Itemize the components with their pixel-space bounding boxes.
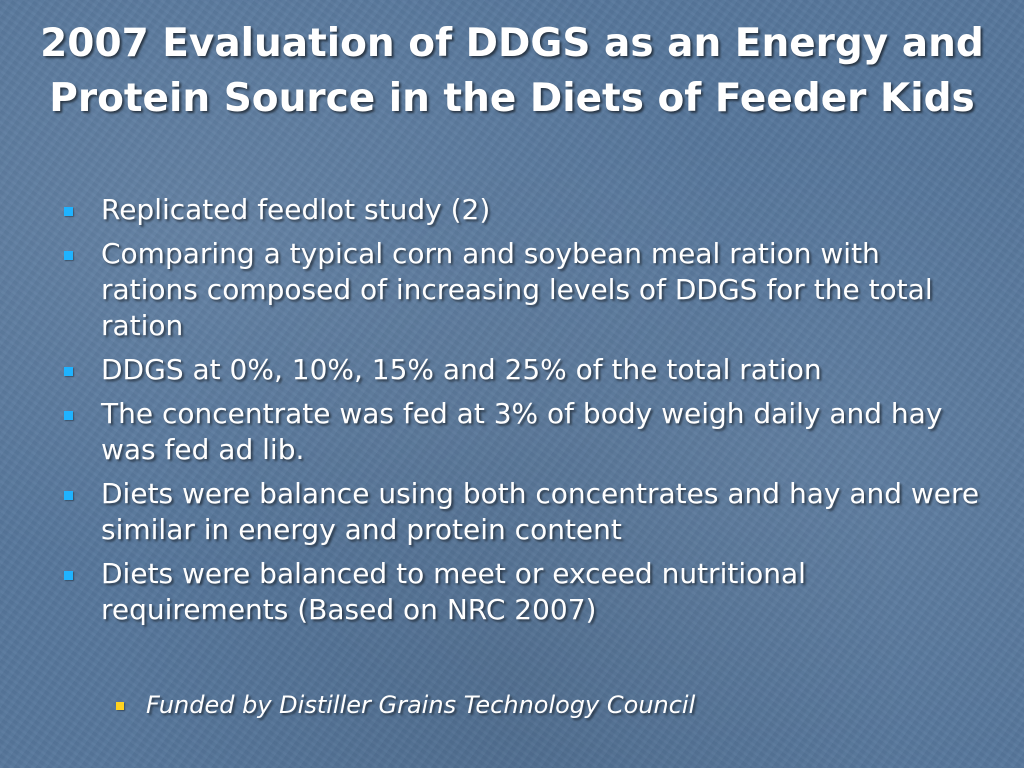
square-bullet-icon	[64, 207, 73, 216]
square-bullet-icon	[64, 571, 73, 580]
square-bullet-icon	[64, 411, 73, 420]
bullet-text: Replicated feedlot study (2)	[101, 193, 491, 226]
bullet-text: Diets were balanced to meet or exceed nu…	[101, 557, 806, 626]
bullet-text: DDGS at 0%, 10%, 15% and 25% of the tota…	[101, 353, 822, 386]
square-bullet-icon	[64, 251, 73, 260]
funding-note: Funded by Distiller Grains Technology Co…	[114, 688, 695, 722]
square-bullet-icon	[64, 367, 73, 376]
square-bullet-icon	[64, 491, 73, 500]
bullet-text: The concentrate was fed at 3% of body we…	[101, 397, 943, 466]
slide-title: 2007 Evaluation of DDGS as an Energy and…	[40, 21, 984, 121]
square-bullet-icon	[116, 702, 124, 710]
bullet-list: Replicated feedlot study (2) Comparing a…	[60, 192, 980, 636]
bullet-item: Replicated feedlot study (2)	[60, 192, 980, 228]
funding-note-text: Funded by Distiller Grains Technology Co…	[146, 691, 696, 719]
bullet-text: Comparing a typical corn and soybean mea…	[101, 237, 933, 342]
bullet-item: Diets were balance using both concentrat…	[60, 476, 980, 548]
bullet-item: Diets were balanced to meet or exceed nu…	[60, 556, 980, 628]
bullet-item: DDGS at 0%, 10%, 15% and 25% of the tota…	[60, 352, 980, 388]
bullet-item: The concentrate was fed at 3% of body we…	[60, 396, 980, 468]
bullet-item: Comparing a typical corn and soybean mea…	[60, 236, 980, 344]
bullet-text: Diets were balance using both concentrat…	[101, 477, 980, 546]
